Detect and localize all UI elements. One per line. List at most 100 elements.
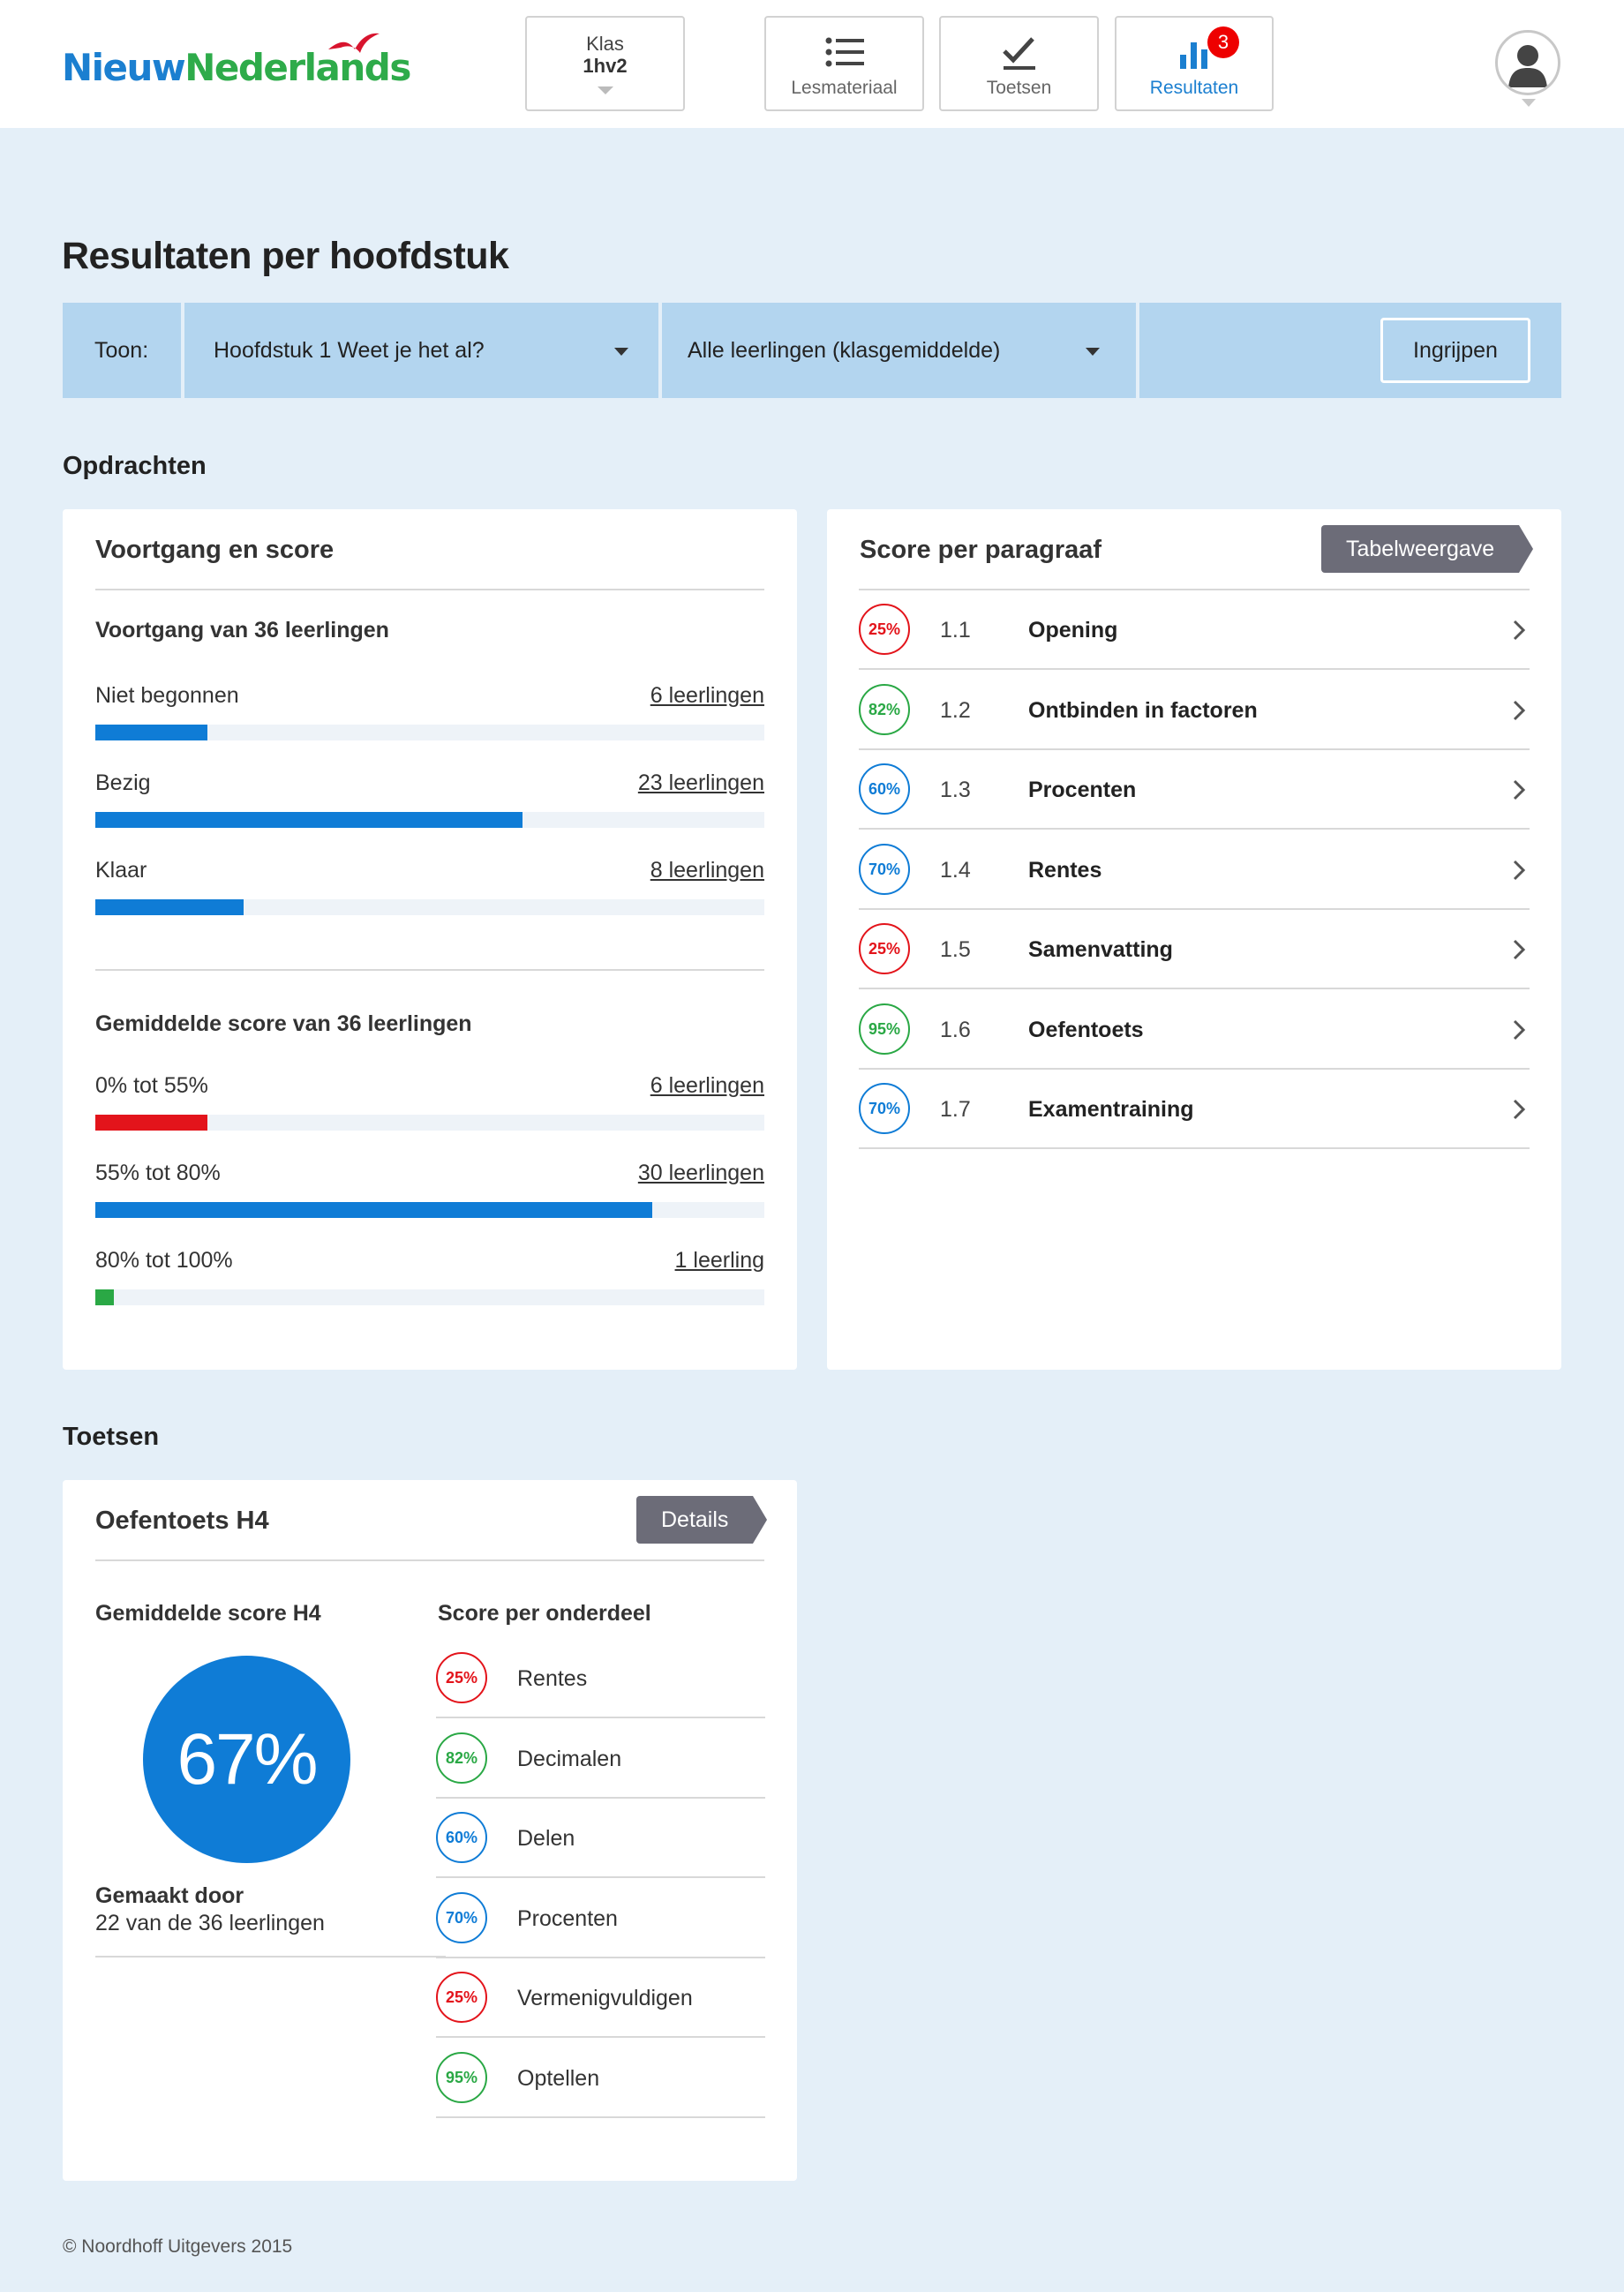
divider [95, 969, 764, 971]
paragraph-row[interactable]: 60% 1.3 Procenten [859, 750, 1530, 830]
score-row-count-link[interactable]: 1 leerling [674, 1248, 764, 1273]
brand-logo[interactable]: NieuwNederlands [62, 46, 411, 89]
score-circle: 25% [859, 604, 910, 655]
average-score-heading: Gemiddelde score H4 [95, 1601, 321, 1626]
filter-divider [1136, 303, 1139, 398]
checkmark-icon [1002, 37, 1035, 70]
chevron-right-icon [1513, 1099, 1526, 1120]
notification-badge: 3 [1207, 26, 1239, 58]
part-score-row: 25% Rentes [436, 1639, 765, 1718]
nav-resultaten[interactable]: 3 Resultaten [1115, 16, 1274, 111]
made-by-label: Gemaakt door [95, 1883, 244, 1908]
paragraph-name: Oefentoets [1028, 1017, 1144, 1042]
user-menu-chevron-icon[interactable] [1522, 99, 1536, 107]
paragraph-row[interactable]: 95% 1.6 Oefentoets [859, 990, 1530, 1070]
chevron-right-icon [1513, 860, 1526, 880]
voortgang-card: Voortgang en score Voortgang van 36 leer… [63, 509, 797, 1370]
nav-lesmateriaal[interactable]: Lesmateriaal [764, 16, 924, 111]
divider [436, 1876, 765, 1878]
score-circle: 82% [859, 683, 910, 735]
score-circle: 25% [436, 1652, 487, 1703]
nav-toetsen[interactable]: Toetsen [939, 16, 1099, 111]
progress-bar-fill [95, 899, 244, 915]
chevron-down-icon [1086, 348, 1100, 356]
section-title-toetsen: Toetsen [63, 1423, 160, 1451]
divider [859, 668, 1530, 670]
paragraph-name: Examentraining [1028, 1097, 1194, 1122]
progress-row-count-link[interactable]: 8 leerlingen [650, 858, 764, 883]
ingrijpen-button[interactable]: Ingrijpen [1380, 318, 1530, 383]
paragraph-row[interactable]: 70% 1.4 Rentes [859, 830, 1530, 910]
chapter-dropdown[interactable]: Hoofdstuk 1 Weet je het al? [184, 303, 628, 398]
divider [436, 2036, 765, 2038]
divider [95, 1559, 764, 1561]
chevron-right-icon [1513, 779, 1526, 800]
part-name: Vermenigvuldigen [517, 1986, 693, 2010]
score-circle: 70% [436, 1891, 487, 1943]
list-icon [825, 37, 864, 67]
part-score-row: 25% Vermenigvuldigen [436, 1958, 765, 2038]
chapter-dropdown-value: Hoofdstuk 1 Weet je het al? [214, 338, 485, 363]
voortgang-card-title: Voortgang en score [95, 536, 335, 564]
brand-logo-word-1: Nieuw [62, 46, 186, 89]
divider [859, 748, 1530, 750]
score-bar-fill [95, 1289, 115, 1305]
progress-bar [95, 812, 764, 828]
students-dropdown-value: Alle leerlingen (klasgemiddelde) [688, 338, 1001, 363]
progress-row-count-link[interactable]: 6 leerlingen [650, 683, 764, 708]
filter-bar: Toon: Hoofdstuk 1 Weet je het al? Alle l… [63, 303, 1561, 398]
divider [436, 1717, 765, 1718]
top-header: NieuwNederlands Klas 1hv2 Lesmateriaal T… [0, 0, 1624, 128]
page-title-bold: per hoofdstuk [261, 235, 509, 277]
divider [95, 1956, 446, 1958]
score-circle: 95% [436, 2051, 487, 2103]
nav-toetsen-label: Toetsen [986, 78, 1052, 98]
paragraph-name: Ontbinden in factoren [1028, 697, 1258, 723]
chevron-right-icon [1513, 939, 1526, 960]
paragraph-row[interactable]: 82% 1.2 Ontbinden in factoren [859, 671, 1530, 750]
paragraph-number: 1.4 [940, 857, 971, 883]
paragraph-row[interactable]: 25% 1.1 Opening [859, 590, 1530, 670]
tabelweergave-button[interactable]: Tabelweergave [1321, 525, 1534, 573]
details-button[interactable]: Details [636, 1496, 768, 1544]
bar-chart-icon [1180, 42, 1207, 69]
class-selector-label: Klas [586, 33, 624, 55]
nav-resultaten-label: Resultaten [1149, 78, 1239, 98]
paragraph-row[interactable]: 70% 1.7 Examentraining [859, 1070, 1530, 1149]
score-circle: 70% [859, 843, 910, 895]
filter-divider [181, 303, 184, 398]
paragraph-name: Procenten [1028, 778, 1137, 802]
footer-copyright: © Noordhoff Uitgevers 2015 [63, 2236, 293, 2257]
user-avatar-icon[interactable] [1495, 30, 1560, 95]
logo-swoosh-icon [328, 33, 380, 53]
chevron-right-icon [1513, 700, 1526, 720]
chevron-right-icon [1513, 620, 1526, 641]
score-row-label: 80% tot 100% [95, 1248, 233, 1273]
progress-row-label: Niet begonnen [95, 683, 239, 708]
paragraph-number: 1.6 [940, 1017, 971, 1042]
section-title-opdrachten: Opdrachten [63, 452, 207, 480]
divider [436, 2115, 765, 2118]
divider [859, 589, 1530, 590]
class-selector[interactable]: Klas 1hv2 [525, 16, 685, 111]
progress-row-count-link[interactable]: 23 leerlingen [637, 770, 764, 795]
progress-row-label: Bezig [95, 770, 151, 795]
progress-bar-fill [95, 725, 207, 740]
chevron-down-icon [597, 86, 613, 94]
paragraaf-card-title: Score per paragraaf [860, 536, 1102, 564]
progress-row-label: Klaar [95, 858, 147, 883]
score-row-count-link[interactable]: 6 leerlingen [650, 1073, 764, 1098]
made-by-value: 22 van de 36 leerlingen [95, 1911, 325, 1935]
part-name: Decimalen [517, 1746, 622, 1771]
divider [859, 988, 1530, 989]
progress-bar-fill [95, 812, 523, 828]
score-row-count-link[interactable]: 30 leerlingen [637, 1161, 764, 1185]
students-dropdown[interactable]: Alle leerlingen (klasgemiddelde) [662, 303, 1139, 398]
part-score-row: 95% Optellen [436, 2039, 765, 2118]
score-bar [95, 1115, 764, 1131]
paragraph-row[interactable]: 25% 1.5 Samenvatting [859, 910, 1530, 989]
score-bar [95, 1202, 764, 1218]
score-bar-fill [95, 1202, 653, 1218]
score-heading: Gemiddelde score van 36 leerlingen [95, 1011, 472, 1036]
divider [436, 1956, 765, 1958]
